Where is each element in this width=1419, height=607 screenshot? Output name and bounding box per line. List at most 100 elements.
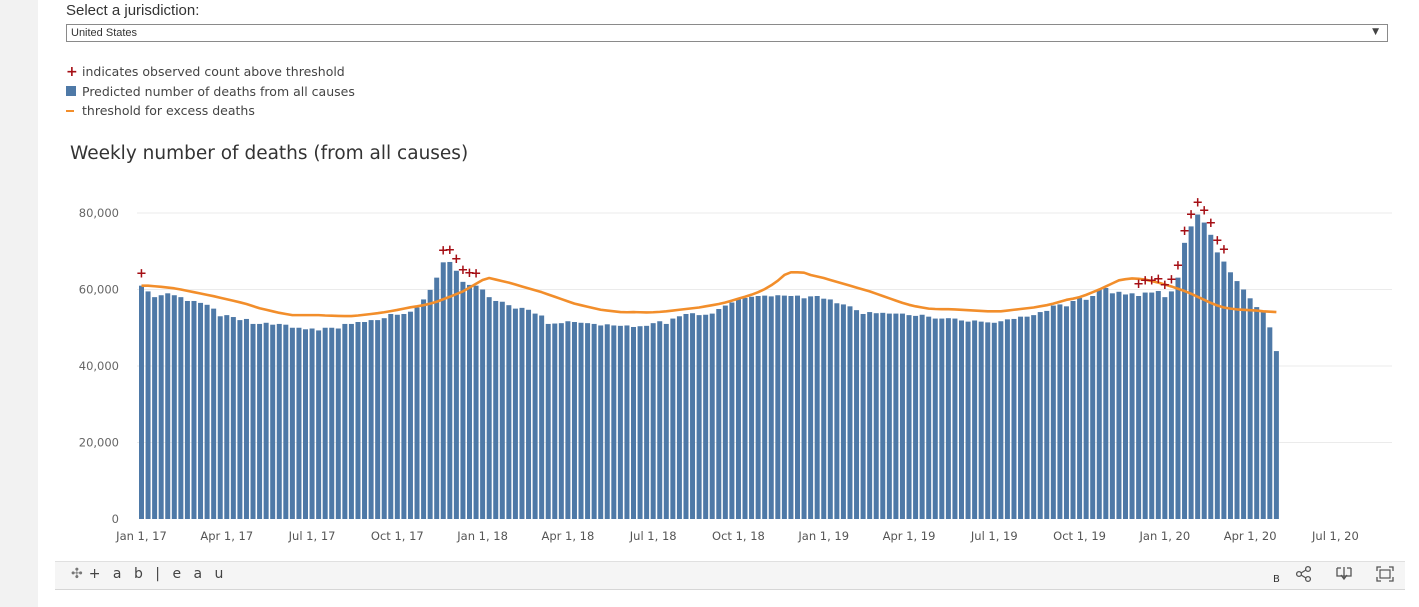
bar — [1070, 300, 1076, 519]
bar — [703, 314, 709, 519]
bar — [440, 262, 446, 519]
bar — [512, 308, 518, 520]
bar — [945, 318, 951, 519]
bar — [552, 323, 558, 519]
x-tick-label: Jul 1, 18 — [629, 529, 677, 543]
above-threshold-marker: + — [457, 263, 468, 278]
bar — [1004, 319, 1010, 519]
above-threshold-marker: + — [1218, 243, 1229, 258]
above-threshold-marker: + — [1166, 272, 1177, 287]
bar — [998, 321, 1004, 519]
bar — [847, 306, 853, 519]
bar — [1077, 297, 1083, 519]
bar — [926, 316, 932, 519]
bar — [1037, 312, 1043, 519]
chevron-down-icon[interactable]: ▼ — [1372, 27, 1379, 37]
bar — [362, 322, 368, 519]
fullscreen-icon[interactable] — [1375, 565, 1395, 587]
share-icon[interactable] — [1295, 565, 1313, 587]
bar — [1103, 287, 1109, 519]
above-threshold-marker: + — [1205, 216, 1216, 231]
bar — [637, 326, 643, 519]
download-icon[interactable] — [1335, 565, 1353, 587]
threshold-line — [141, 270, 1277, 318]
bar — [217, 316, 223, 519]
bar — [650, 323, 656, 519]
above-threshold-marker: + — [1140, 274, 1151, 289]
left-gutter — [0, 0, 38, 607]
legend-item-threshold[interactable]: threshold for excess deaths — [66, 101, 355, 121]
bar — [1260, 311, 1266, 519]
bar — [840, 304, 846, 519]
bar — [1123, 294, 1128, 519]
bar — [696, 315, 702, 519]
bar — [690, 313, 696, 519]
bar — [263, 322, 269, 519]
bar — [1155, 291, 1161, 519]
bar — [407, 311, 413, 519]
legend-item-above-threshold[interactable]: + indicates observed count above thresho… — [66, 62, 355, 82]
y-tick-label: 0 — [112, 512, 119, 526]
bar — [545, 323, 551, 519]
bar — [683, 313, 689, 519]
bar — [355, 322, 361, 519]
bar — [768, 296, 774, 519]
bar — [978, 321, 984, 519]
bar — [795, 295, 800, 519]
bar — [1175, 277, 1181, 519]
tableau-glyph-icon: ✣ — [71, 566, 83, 582]
bar — [394, 314, 400, 519]
legend-label: indicates observed count above threshold — [82, 64, 345, 80]
bar — [158, 295, 164, 519]
bar — [814, 296, 820, 519]
plus-icon: + — [66, 63, 78, 80]
bar — [401, 313, 407, 519]
bar — [145, 291, 151, 519]
jurisdiction-select[interactable]: United States ▼ — [66, 24, 1388, 42]
jurisdiction-label: Select a jurisdiction: — [66, 2, 200, 19]
bar — [303, 329, 308, 519]
legend-item-predicted[interactable]: Predicted number of deaths from all caus… — [66, 82, 355, 102]
bar — [1208, 234, 1214, 520]
bar — [624, 325, 630, 519]
bar — [611, 325, 617, 519]
bar — [519, 307, 525, 519]
bar — [250, 323, 256, 519]
bar — [1083, 299, 1089, 519]
bar — [237, 320, 243, 519]
bar — [184, 300, 190, 519]
bar — [755, 296, 761, 519]
bar — [414, 307, 420, 519]
jurisdiction-selected-value: United States — [71, 27, 138, 39]
x-tick-label: Jan 1, 17 — [115, 529, 167, 543]
chart-title: Weekly number of deaths (from all causes… — [70, 143, 469, 164]
weekly-deaths-chart: 020,00040,00060,00080,000+++++++++++++++… — [79, 196, 1392, 543]
bar — [1273, 351, 1279, 519]
bar — [1031, 315, 1037, 519]
bar — [808, 296, 814, 519]
bar — [775, 295, 781, 519]
above-threshold-marker: + — [1133, 277, 1144, 292]
tableau-logo[interactable]: ✣ + a b | e a u — [71, 566, 227, 582]
bar — [860, 313, 866, 519]
x-tick-label: Jan 1, 18 — [456, 529, 508, 543]
above-threshold-marker: + — [1192, 196, 1203, 211]
bar — [670, 318, 676, 519]
x-tick-label: Apr 1, 18 — [541, 529, 594, 543]
bar — [893, 313, 899, 519]
bar — [270, 324, 276, 519]
bar — [421, 299, 427, 519]
bar — [1063, 306, 1069, 519]
above-threshold-marker: + — [438, 243, 449, 258]
tableau-wordmark: + a b | e a u — [88, 566, 228, 582]
bar — [735, 299, 741, 519]
bar — [243, 318, 249, 519]
bar — [1168, 291, 1174, 519]
x-tick-label: Oct 1, 19 — [1053, 529, 1106, 543]
bar — [919, 314, 925, 519]
bar — [1182, 242, 1188, 519]
bar — [631, 326, 636, 519]
above-threshold-marker: + — [464, 266, 475, 281]
above-threshold-marker: + — [451, 252, 462, 267]
legend: + indicates observed count above thresho… — [66, 62, 355, 121]
